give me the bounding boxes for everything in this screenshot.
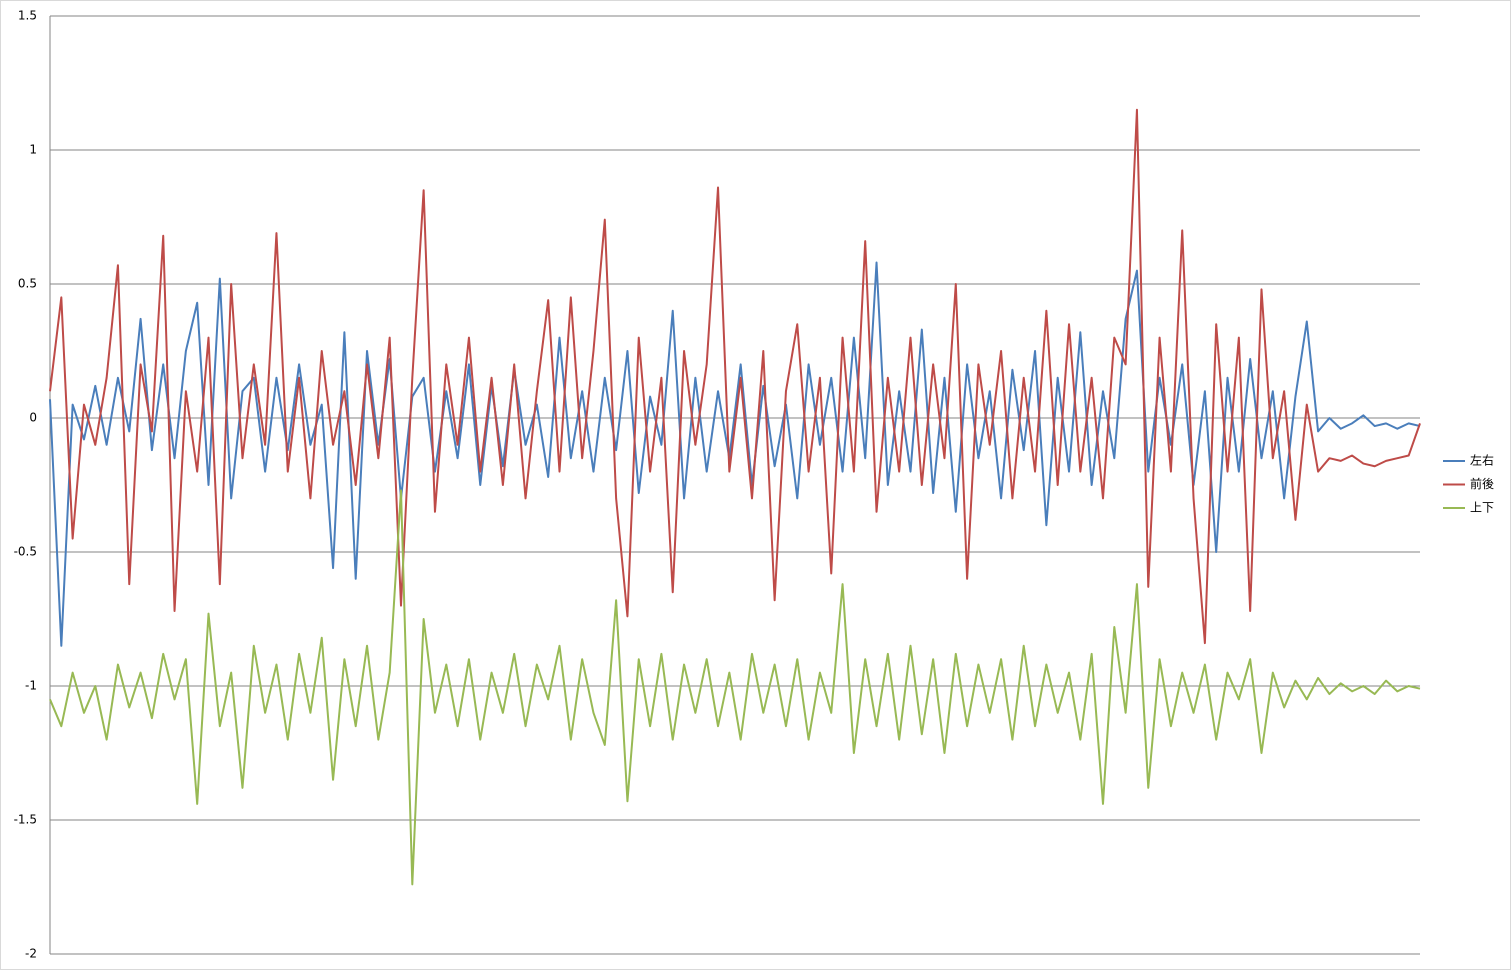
y-tick-label: -0.5 [14,545,37,559]
series-line [49,108,1421,645]
legend-label: 左右 [1470,453,1494,468]
y-tick-label: 1.5 [18,9,37,23]
y-tick-label: 1 [29,143,37,157]
y-tick-label: -2 [25,947,37,961]
y-tick-label: -1.5 [14,813,37,827]
y-tick-label: 0.5 [18,277,37,291]
legend-label: 前後 [1470,476,1494,491]
legend-label: 上下 [1470,501,1494,515]
y-tick-label: -1 [25,679,37,693]
y-tick-label: 0 [29,411,37,425]
series-line [49,489,1421,886]
